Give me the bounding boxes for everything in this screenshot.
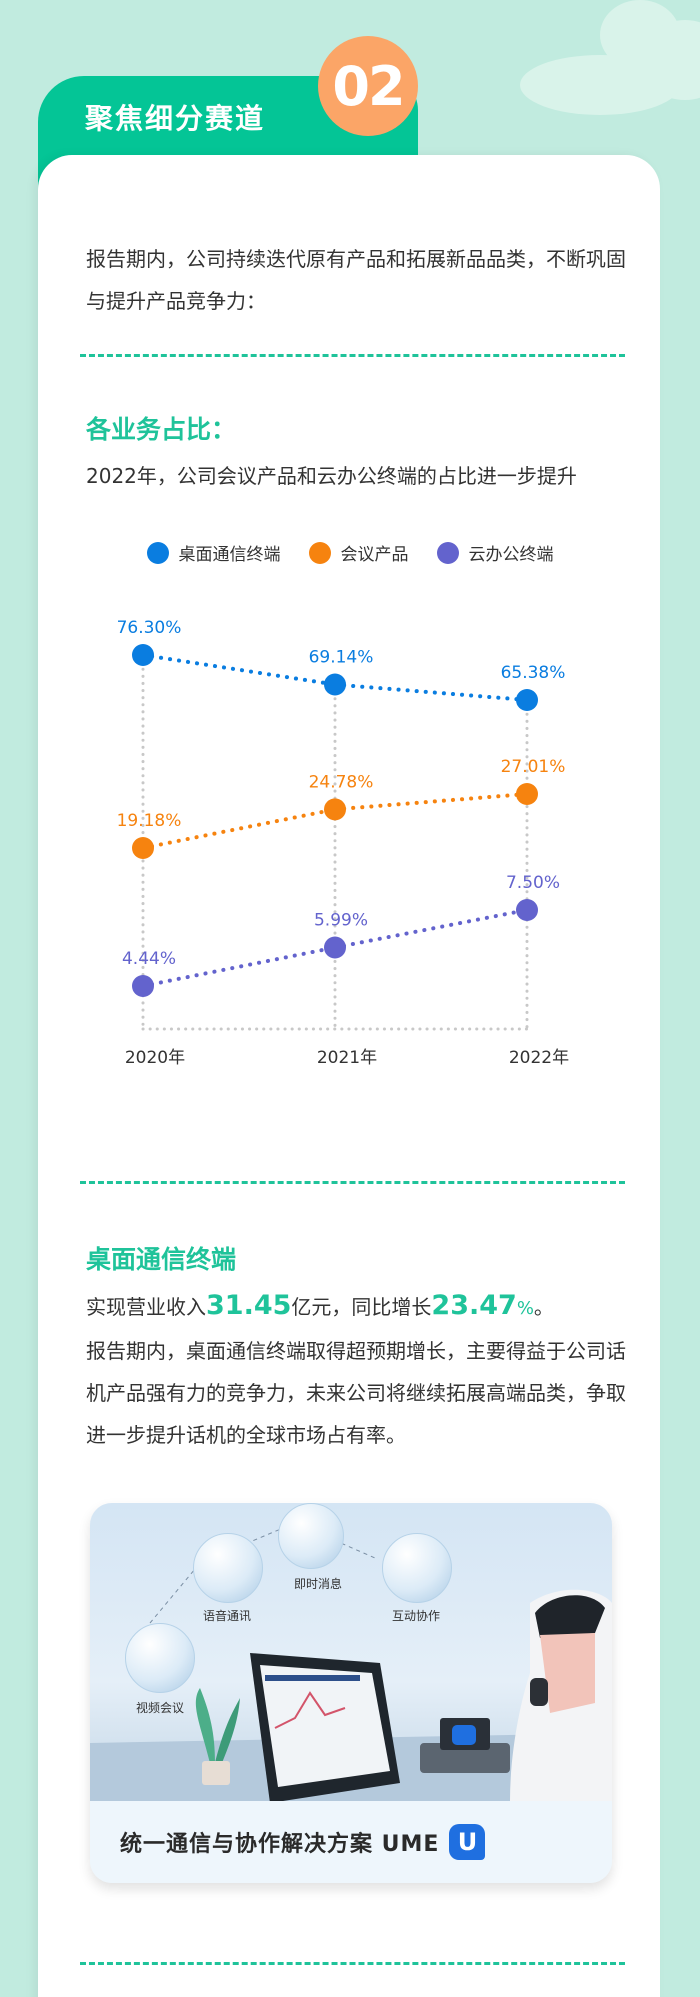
data-point	[132, 975, 154, 997]
plant-pot	[202, 1761, 230, 1785]
feature-label: 即时消息	[294, 1577, 343, 1591]
legend-label: 会议产品	[340, 545, 409, 565]
monitor-screen	[260, 1665, 390, 1787]
im-bubble	[278, 1503, 344, 1569]
chart-legend: 桌面通信终端 会议产品 云办公终端	[0, 540, 700, 565]
screen-chart-line	[274, 1691, 346, 1729]
data-point	[516, 689, 538, 711]
feature-label: 互动协作	[392, 1609, 441, 1623]
growth-value: 23.47	[431, 1290, 517, 1321]
divider	[80, 1181, 625, 1184]
series-line-segment	[141, 807, 337, 850]
share-heading: 各业务占比：	[86, 415, 237, 444]
caption-bar: 统一通信与协作解决方案 UME U	[90, 1801, 612, 1883]
x-tick-label: 2020年	[125, 1048, 185, 1068]
data-point	[324, 798, 346, 821]
section-title: 聚焦细分赛道	[85, 102, 266, 135]
data-label: 7.50%	[506, 873, 560, 893]
data-label: 19.18%	[117, 811, 182, 831]
legend-label: 云办公终端	[468, 545, 554, 565]
data-label: 5.99%	[314, 911, 368, 931]
intro-text: 报告期内，公司持续迭代原有产品和拓展新品品类，不断巩固与提升产品竞争力：	[86, 247, 626, 313]
handset	[530, 1678, 548, 1706]
desktop-heading: 桌面通信终端	[86, 1245, 237, 1274]
desk-phone	[420, 1743, 510, 1773]
legend-dot-icon	[308, 541, 331, 564]
data-label: 27.01%	[501, 757, 566, 777]
data-point	[132, 644, 154, 666]
feature-label: 语音通讯	[203, 1609, 252, 1623]
divider	[80, 1962, 625, 1965]
screen-header-bar	[265, 1675, 360, 1681]
illustration-scene	[90, 1522, 612, 1803]
legend-item-desktop: 桌面通信终端	[146, 540, 281, 565]
collaboration-bubble	[382, 1533, 452, 1603]
voice-bubble	[193, 1533, 263, 1603]
business-share-chart: 76.30% 69.14% 65.38% 19.18% 24.78% 27.01% 4.44…	[117, 618, 570, 1068]
caption-text: 统一通信与协作解决方案 UME	[120, 1832, 440, 1857]
person-face	[540, 1633, 595, 1713]
person-hair	[535, 1595, 605, 1638]
data-point	[516, 899, 538, 921]
share-subtitle: 2022年，公司会议产品和云办公终端的占比进一步提升	[86, 464, 577, 488]
revenue-value: 31.45	[206, 1290, 292, 1321]
feature-label: 视频会议	[136, 1701, 185, 1715]
series-line-segment	[333, 792, 529, 812]
ume-illustration: 视频会议 语音通讯 即时消息 互动协作 统一通信与协作解决方案 UME U	[90, 1503, 612, 1883]
plant-leaf	[195, 1688, 215, 1763]
section-number-badge: 02	[318, 36, 418, 136]
series-line-segment	[141, 945, 337, 988]
data-label: 69.14%	[309, 648, 374, 668]
divider	[80, 354, 625, 357]
video-meeting-bubble	[125, 1623, 195, 1693]
legend-item-meeting: 会议产品	[308, 540, 409, 565]
data-label: 4.44%	[122, 949, 176, 969]
data-point	[132, 837, 154, 859]
ume-logo-icon: U	[449, 1824, 486, 1860]
series-line-segment	[333, 682, 529, 702]
data-label: 24.78%	[309, 772, 374, 792]
revenue-prefix: 实现营业收入	[86, 1295, 206, 1319]
series-line-segment	[333, 908, 529, 950]
legend-dot-icon	[436, 541, 459, 564]
phone-logo	[452, 1725, 476, 1745]
data-label: 65.38%	[501, 663, 566, 683]
revenue-unit: 亿元，同比增长	[291, 1295, 432, 1319]
x-tick-label: 2021年	[317, 1048, 377, 1068]
data-point	[324, 936, 346, 959]
x-tick-label: 2022年	[509, 1048, 569, 1068]
legend-item-cloud: 云办公终端	[436, 540, 554, 565]
illustration-image: 视频会议 语音通讯 即时消息 互动协作	[90, 1503, 612, 1803]
data-point	[324, 673, 346, 696]
cloud-decoration	[520, 55, 680, 115]
desktop-body: 报告期内，桌面通信终端取得超预期增长，主要得益于公司话机产品强有力的竞争力，未来…	[86, 1339, 626, 1447]
growth-suffix: 。	[533, 1295, 554, 1319]
data-point	[516, 783, 538, 805]
legend-dot-icon	[146, 541, 169, 564]
revenue-line: 实现营业收入31.45亿元，同比增长23.47%。	[86, 1285, 626, 1330]
data-label: 76.30%	[117, 618, 182, 638]
legend-label: 桌面通信终端	[178, 545, 281, 565]
plant-leaf	[215, 1698, 240, 1763]
growth-unit: %	[516, 1298, 534, 1319]
series-line-segment	[141, 653, 337, 687]
